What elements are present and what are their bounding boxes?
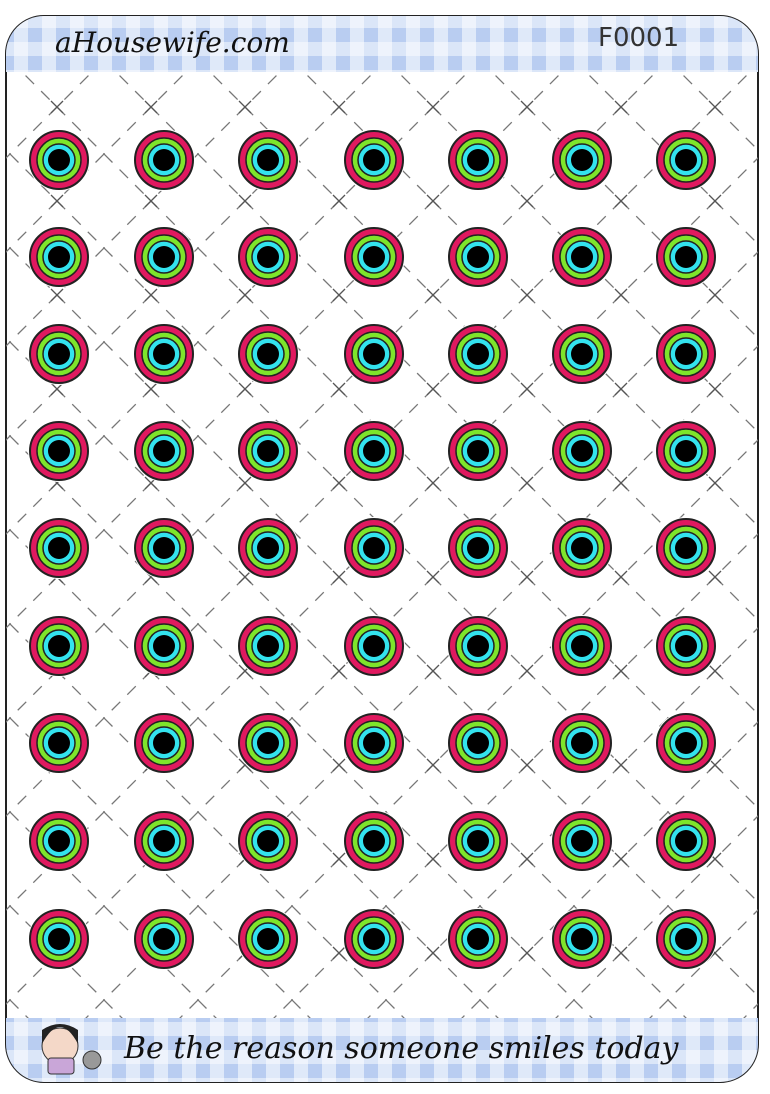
ring-sticker <box>133 615 195 677</box>
ring-sticker <box>551 323 613 385</box>
ring-sticker <box>28 420 90 482</box>
ring-sticker <box>447 810 509 872</box>
header-band <box>6 16 758 72</box>
ring-sticker <box>551 908 613 970</box>
ring-sticker <box>237 226 299 288</box>
ring-sticker <box>237 420 299 482</box>
ring-sticker <box>447 712 509 774</box>
ring-sticker <box>28 908 90 970</box>
ring-sticker <box>551 712 613 774</box>
ring-sticker <box>655 810 717 872</box>
ring-sticker <box>447 129 509 191</box>
ring-sticker <box>655 908 717 970</box>
footer-band <box>6 1018 758 1082</box>
ring-sticker <box>447 226 509 288</box>
site-name: aHousewife.com <box>55 26 290 59</box>
ring-sticker <box>237 517 299 579</box>
ring-sticker <box>551 226 613 288</box>
ring-sticker <box>447 323 509 385</box>
ring-sticker <box>655 323 717 385</box>
slogan: Be the reason someone smiles today <box>123 1031 680 1066</box>
ring-sticker <box>343 226 405 288</box>
ring-sticker <box>343 323 405 385</box>
ring-sticker <box>343 615 405 677</box>
ring-sticker <box>237 615 299 677</box>
sheet-code: F0001 <box>598 23 679 53</box>
ring-sticker <box>28 810 90 872</box>
ring-sticker <box>133 712 195 774</box>
ring-sticker <box>237 712 299 774</box>
ring-sticker <box>343 129 405 191</box>
ring-sticker <box>343 908 405 970</box>
ring-sticker <box>447 615 509 677</box>
ring-sticker <box>237 129 299 191</box>
ring-sticker <box>447 420 509 482</box>
ring-sticker <box>28 615 90 677</box>
ring-sticker <box>551 517 613 579</box>
ring-sticker <box>655 129 717 191</box>
ring-sticker <box>447 908 509 970</box>
ring-sticker <box>655 615 717 677</box>
sticker-grid <box>28 129 717 970</box>
ring-sticker <box>133 908 195 970</box>
ring-sticker <box>343 810 405 872</box>
ring-sticker <box>237 810 299 872</box>
ring-sticker <box>551 129 613 191</box>
ring-sticker <box>655 712 717 774</box>
ring-sticker <box>237 908 299 970</box>
ring-sticker <box>28 129 90 191</box>
ring-sticker <box>28 323 90 385</box>
ring-sticker <box>343 712 405 774</box>
ring-sticker <box>343 517 405 579</box>
ring-sticker <box>655 517 717 579</box>
ring-sticker <box>28 226 90 288</box>
ring-sticker <box>133 323 195 385</box>
ring-sticker <box>551 615 613 677</box>
ring-sticker <box>343 420 405 482</box>
ring-sticker <box>133 517 195 579</box>
ring-sticker <box>133 420 195 482</box>
ring-sticker <box>447 517 509 579</box>
ring-sticker <box>133 129 195 191</box>
ring-sticker <box>28 517 90 579</box>
ring-sticker <box>28 712 90 774</box>
avatar <box>41 1024 102 1075</box>
ring-sticker <box>133 226 195 288</box>
ring-sticker <box>655 226 717 288</box>
ring-sticker <box>551 420 613 482</box>
ring-sticker <box>655 420 717 482</box>
ring-sticker <box>237 323 299 385</box>
ring-sticker <box>133 810 195 872</box>
ring-sticker <box>551 810 613 872</box>
